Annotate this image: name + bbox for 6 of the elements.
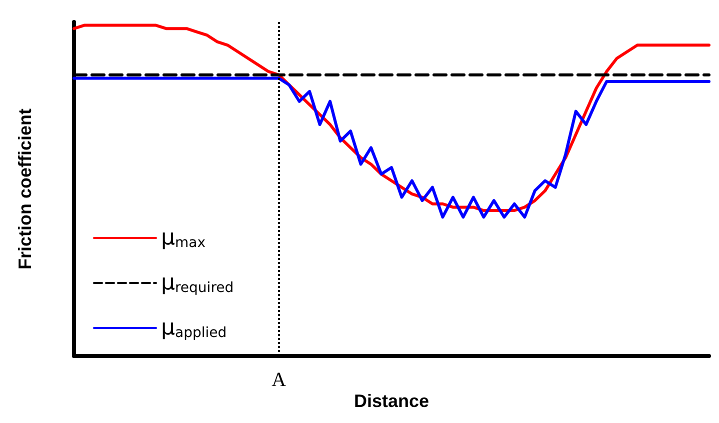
x-axis-title: Distance: [354, 391, 430, 411]
text: A: [272, 369, 287, 391]
y-axis-title: Friction coefficient: [15, 108, 35, 270]
legend-label: μmax: [161, 226, 206, 251]
legend-label: μapplied: [161, 316, 227, 341]
legend-label: μrequired: [161, 270, 234, 296]
